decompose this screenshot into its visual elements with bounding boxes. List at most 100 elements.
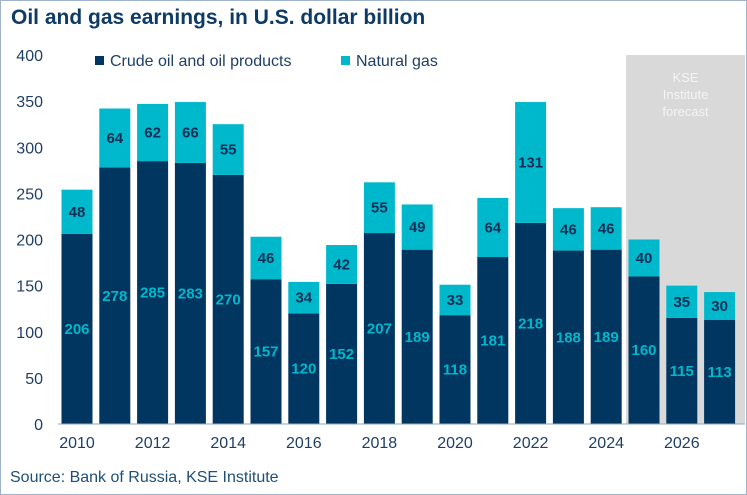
bar-crude-oil-2013	[174, 162, 206, 424]
data-label-natural-gas-2022: 131	[518, 154, 543, 171]
bar-natural-gas-2016	[288, 281, 320, 314]
bar-crude-oil-2019	[401, 249, 433, 424]
y-tick-label: 150	[16, 279, 43, 296]
data-label-crude-oil-2012: 285	[140, 285, 165, 302]
forecast-annotation-line: Institute	[663, 87, 709, 102]
bar-natural-gas-2024	[590, 207, 622, 250]
bar-natural-gas-2022	[515, 102, 547, 223]
data-label-crude-oil-2024: 189	[594, 329, 619, 346]
forecast-annotation-line: KSE	[673, 70, 699, 85]
legend-label-crude-oil: Crude oil and oil products	[110, 53, 291, 70]
data-label-crude-oil-2025: 160	[631, 342, 656, 359]
legend-swatch-crude-oil	[95, 56, 104, 65]
chart-title: Oil and gas earnings, in U.S. dollar bil…	[11, 6, 426, 29]
x-tick-label: 2012	[135, 435, 171, 452]
data-label-natural-gas-2023: 46	[560, 221, 577, 238]
bar-crude-oil-2025	[628, 276, 660, 424]
bar-crude-oil-2012	[137, 161, 169, 424]
data-label-natural-gas-2018: 55	[371, 200, 388, 217]
y-tick-label: 350	[16, 94, 43, 111]
x-tick-label: 2024	[588, 435, 624, 452]
bar-crude-oil-2023	[552, 250, 584, 424]
bar-crude-oil-2011	[99, 167, 131, 425]
bar-crude-oil-2020	[439, 315, 471, 424]
data-label-natural-gas-2027: 30	[711, 298, 728, 315]
data-label-crude-oil-2011: 278	[102, 288, 127, 305]
data-label-crude-oil-2016: 120	[291, 361, 316, 378]
bar-natural-gas-2019	[401, 204, 433, 250]
bar-natural-gas-2013	[174, 102, 206, 163]
data-label-natural-gas-2012: 62	[144, 124, 161, 141]
y-tick-label: 400	[16, 48, 43, 65]
data-label-natural-gas-2019: 49	[409, 219, 426, 236]
forecast-annotation-line: forecast	[662, 104, 709, 119]
bar-crude-oil-2017	[326, 283, 358, 424]
data-label-crude-oil-2018: 207	[367, 321, 392, 338]
data-label-crude-oil-2026: 115	[670, 363, 694, 380]
data-label-natural-gas-2011: 64	[106, 130, 123, 147]
data-label-natural-gas-2020: 33	[447, 292, 464, 309]
bar-crude-oil-2022	[515, 222, 547, 424]
x-tick-label: 2022	[513, 435, 549, 452]
x-tick-label: 2010	[59, 435, 95, 452]
data-label-crude-oil-2014: 270	[216, 291, 241, 308]
source-note: Source: Bank of Russia, KSE Institute	[10, 469, 279, 486]
bar-natural-gas-2014	[212, 124, 244, 175]
bar-natural-gas-2023	[552, 208, 584, 251]
data-label-crude-oil-2010: 206	[64, 321, 89, 338]
bar-crude-oil-2021	[477, 257, 509, 424]
bar-natural-gas-2021	[477, 197, 509, 258]
data-label-natural-gas-2013: 66	[182, 124, 199, 141]
bar-crude-oil-2014	[212, 174, 244, 424]
data-label-crude-oil-2023: 188	[556, 329, 581, 346]
data-label-natural-gas-2021: 64	[484, 220, 501, 237]
legend-label-natural-gas: Natural gas	[356, 53, 438, 70]
bar-natural-gas-2012	[137, 103, 169, 162]
bar-crude-oil-2018	[363, 233, 395, 424]
y-tick-label: 300	[16, 140, 43, 157]
data-label-crude-oil-2020: 118	[443, 362, 467, 379]
x-tick-label: 2018	[362, 435, 398, 452]
bar-natural-gas-2025	[628, 239, 660, 277]
x-tick-label: 2020	[437, 435, 473, 452]
bar-natural-gas-2018	[363, 182, 395, 234]
bar-crude-oil-2026	[666, 317, 698, 424]
data-label-natural-gas-2026: 35	[673, 294, 690, 311]
bar-natural-gas-2015	[250, 236, 282, 280]
data-label-crude-oil-2021: 181	[480, 333, 505, 350]
data-label-natural-gas-2024: 46	[598, 220, 615, 237]
bar-natural-gas-2011	[99, 108, 131, 168]
bar-crude-oil-2016	[288, 313, 320, 424]
data-label-natural-gas-2015: 46	[258, 250, 275, 267]
x-tick-label: 2014	[210, 435, 246, 452]
y-tick-label: 100	[16, 325, 43, 342]
data-label-crude-oil-2027: 113	[707, 364, 731, 381]
data-label-natural-gas-2016: 34	[295, 290, 312, 307]
data-label-crude-oil-2017: 152	[329, 346, 354, 363]
bar-natural-gas-2010	[61, 189, 93, 234]
data-label-crude-oil-2022: 218	[518, 315, 543, 332]
data-label-crude-oil-2019: 189	[405, 329, 430, 346]
y-tick-label: 250	[16, 186, 43, 203]
legend-swatch-natural-gas	[341, 56, 350, 65]
data-label-crude-oil-2013: 283	[178, 285, 203, 302]
bar-natural-gas-2020	[439, 284, 471, 316]
bar-crude-oil-2024	[590, 249, 622, 424]
data-label-natural-gas-2017: 42	[333, 256, 350, 273]
bar-crude-oil-2015	[250, 279, 282, 424]
y-tick-label: 200	[16, 233, 43, 250]
bar-natural-gas-2017	[326, 245, 358, 284]
bar-natural-gas-2027	[704, 292, 736, 320]
x-tick-label: 2026	[664, 435, 700, 452]
x-tick-label: 2016	[286, 435, 322, 452]
legend: Crude oil and oil products Natural gas	[95, 53, 438, 70]
y-tick-label: 50	[25, 371, 43, 388]
bar-natural-gas-2026	[666, 285, 698, 318]
data-label-natural-gas-2010: 48	[69, 204, 86, 221]
y-tick-label: 0	[34, 417, 43, 434]
bar-crude-oil-2010	[61, 233, 93, 424]
data-label-crude-oil-2015: 157	[253, 344, 278, 361]
data-label-natural-gas-2014: 55	[220, 142, 237, 159]
bar-crude-oil-2027	[704, 319, 736, 424]
